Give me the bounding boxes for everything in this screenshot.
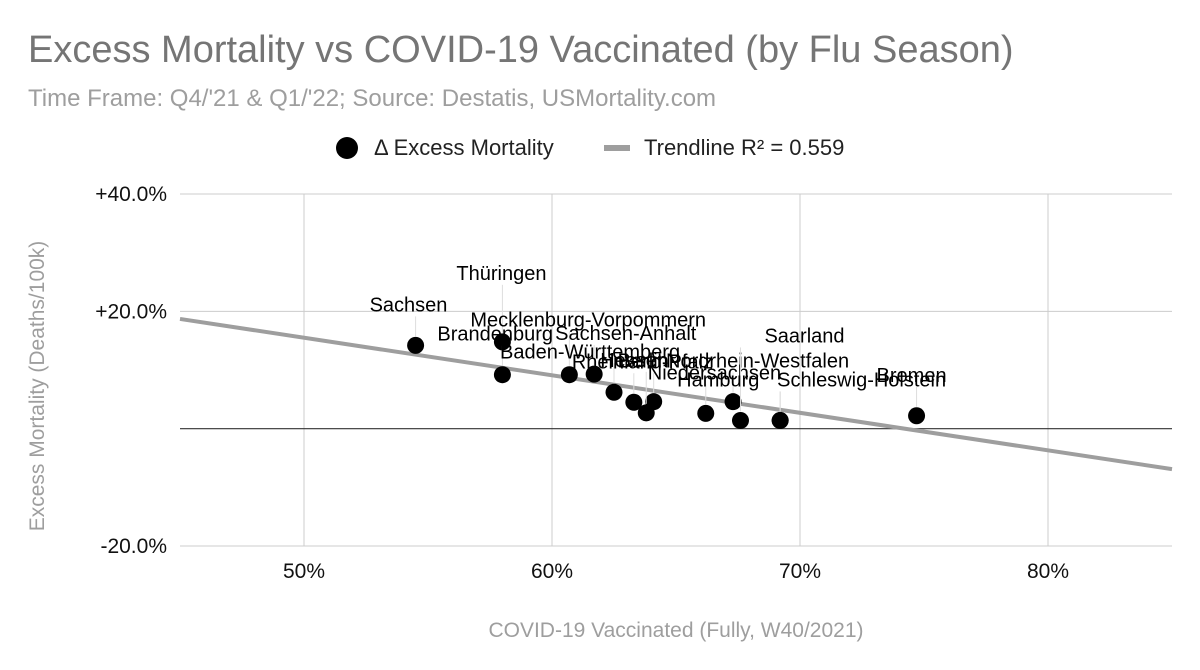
point-label: Thüringen [456, 263, 546, 285]
data-point [771, 411, 789, 429]
data-point [697, 404, 715, 422]
data-point [724, 393, 742, 411]
legend-marker-points [336, 137, 358, 159]
grid-lines [180, 193, 1172, 547]
data-points [407, 333, 926, 429]
point-label: Brandenburg [437, 324, 553, 346]
point-label: Nordrhein-Westfalen [666, 351, 849, 373]
point-label: Hessen [600, 350, 668, 372]
data-point [625, 393, 643, 411]
data-point [407, 336, 425, 354]
data-point [908, 407, 926, 425]
axis-ticks: 50% 60% 70% 80% +40.0% +20.0% -20.0% [95, 183, 1069, 583]
x-tick-label: 70% [779, 560, 821, 583]
data-point [731, 411, 749, 429]
y-tick-label: +20.0% [95, 300, 167, 323]
y-axis-title: Excess Mortality (Deaths/100k) [26, 241, 49, 532]
point-label: Sachsen [370, 294, 448, 316]
x-axis-title: COVID-19 Vaccinated (Fully, W40/2021) [488, 619, 863, 642]
data-point [585, 365, 603, 383]
data-point [493, 333, 511, 351]
chart-subtitle: Time Frame: Q4/'21 & Q1/'22; Source: Des… [28, 85, 716, 112]
point-label: Baden-Württemberg [500, 341, 680, 363]
point-label: Saarland [764, 325, 844, 347]
trendline-layer [179, 316, 1173, 472]
chart-title: Excess Mortality vs COVID-19 Vaccinated … [28, 29, 1014, 71]
y-tick-label: -20.0% [100, 535, 167, 558]
trendline [179, 316, 1173, 472]
y-tick-label: +40.0% [95, 183, 167, 206]
legend: Δ Excess Mortality Trendline R² = 0.559 [336, 135, 844, 160]
point-label: Niedersachsen [648, 362, 781, 384]
x-tick-label: 60% [531, 560, 573, 583]
point-label: Hamburg [677, 369, 759, 391]
point-label: Bremen [877, 365, 947, 387]
data-point [605, 383, 623, 401]
point-label: Sachsen-Anhalt [555, 323, 697, 345]
data-point [645, 393, 663, 411]
point-labels: SachsenThüringenMecklenburg-VorpommernBr… [370, 263, 947, 412]
point-label: Mecklenburg-Vorpommern [470, 310, 706, 332]
x-tick-label: 80% [1027, 560, 1069, 583]
x-tick-label: 50% [283, 560, 325, 583]
point-label: Berlin [618, 351, 669, 373]
legend-label-points: Δ Excess Mortality [374, 135, 554, 160]
point-label: Schleswig-Holstein [777, 369, 946, 391]
point-label: Rheinland-Pfalz [572, 351, 713, 373]
legend-label-trendline: Trendline R² = 0.559 [644, 135, 844, 160]
data-point [560, 366, 578, 384]
data-point [493, 366, 511, 384]
